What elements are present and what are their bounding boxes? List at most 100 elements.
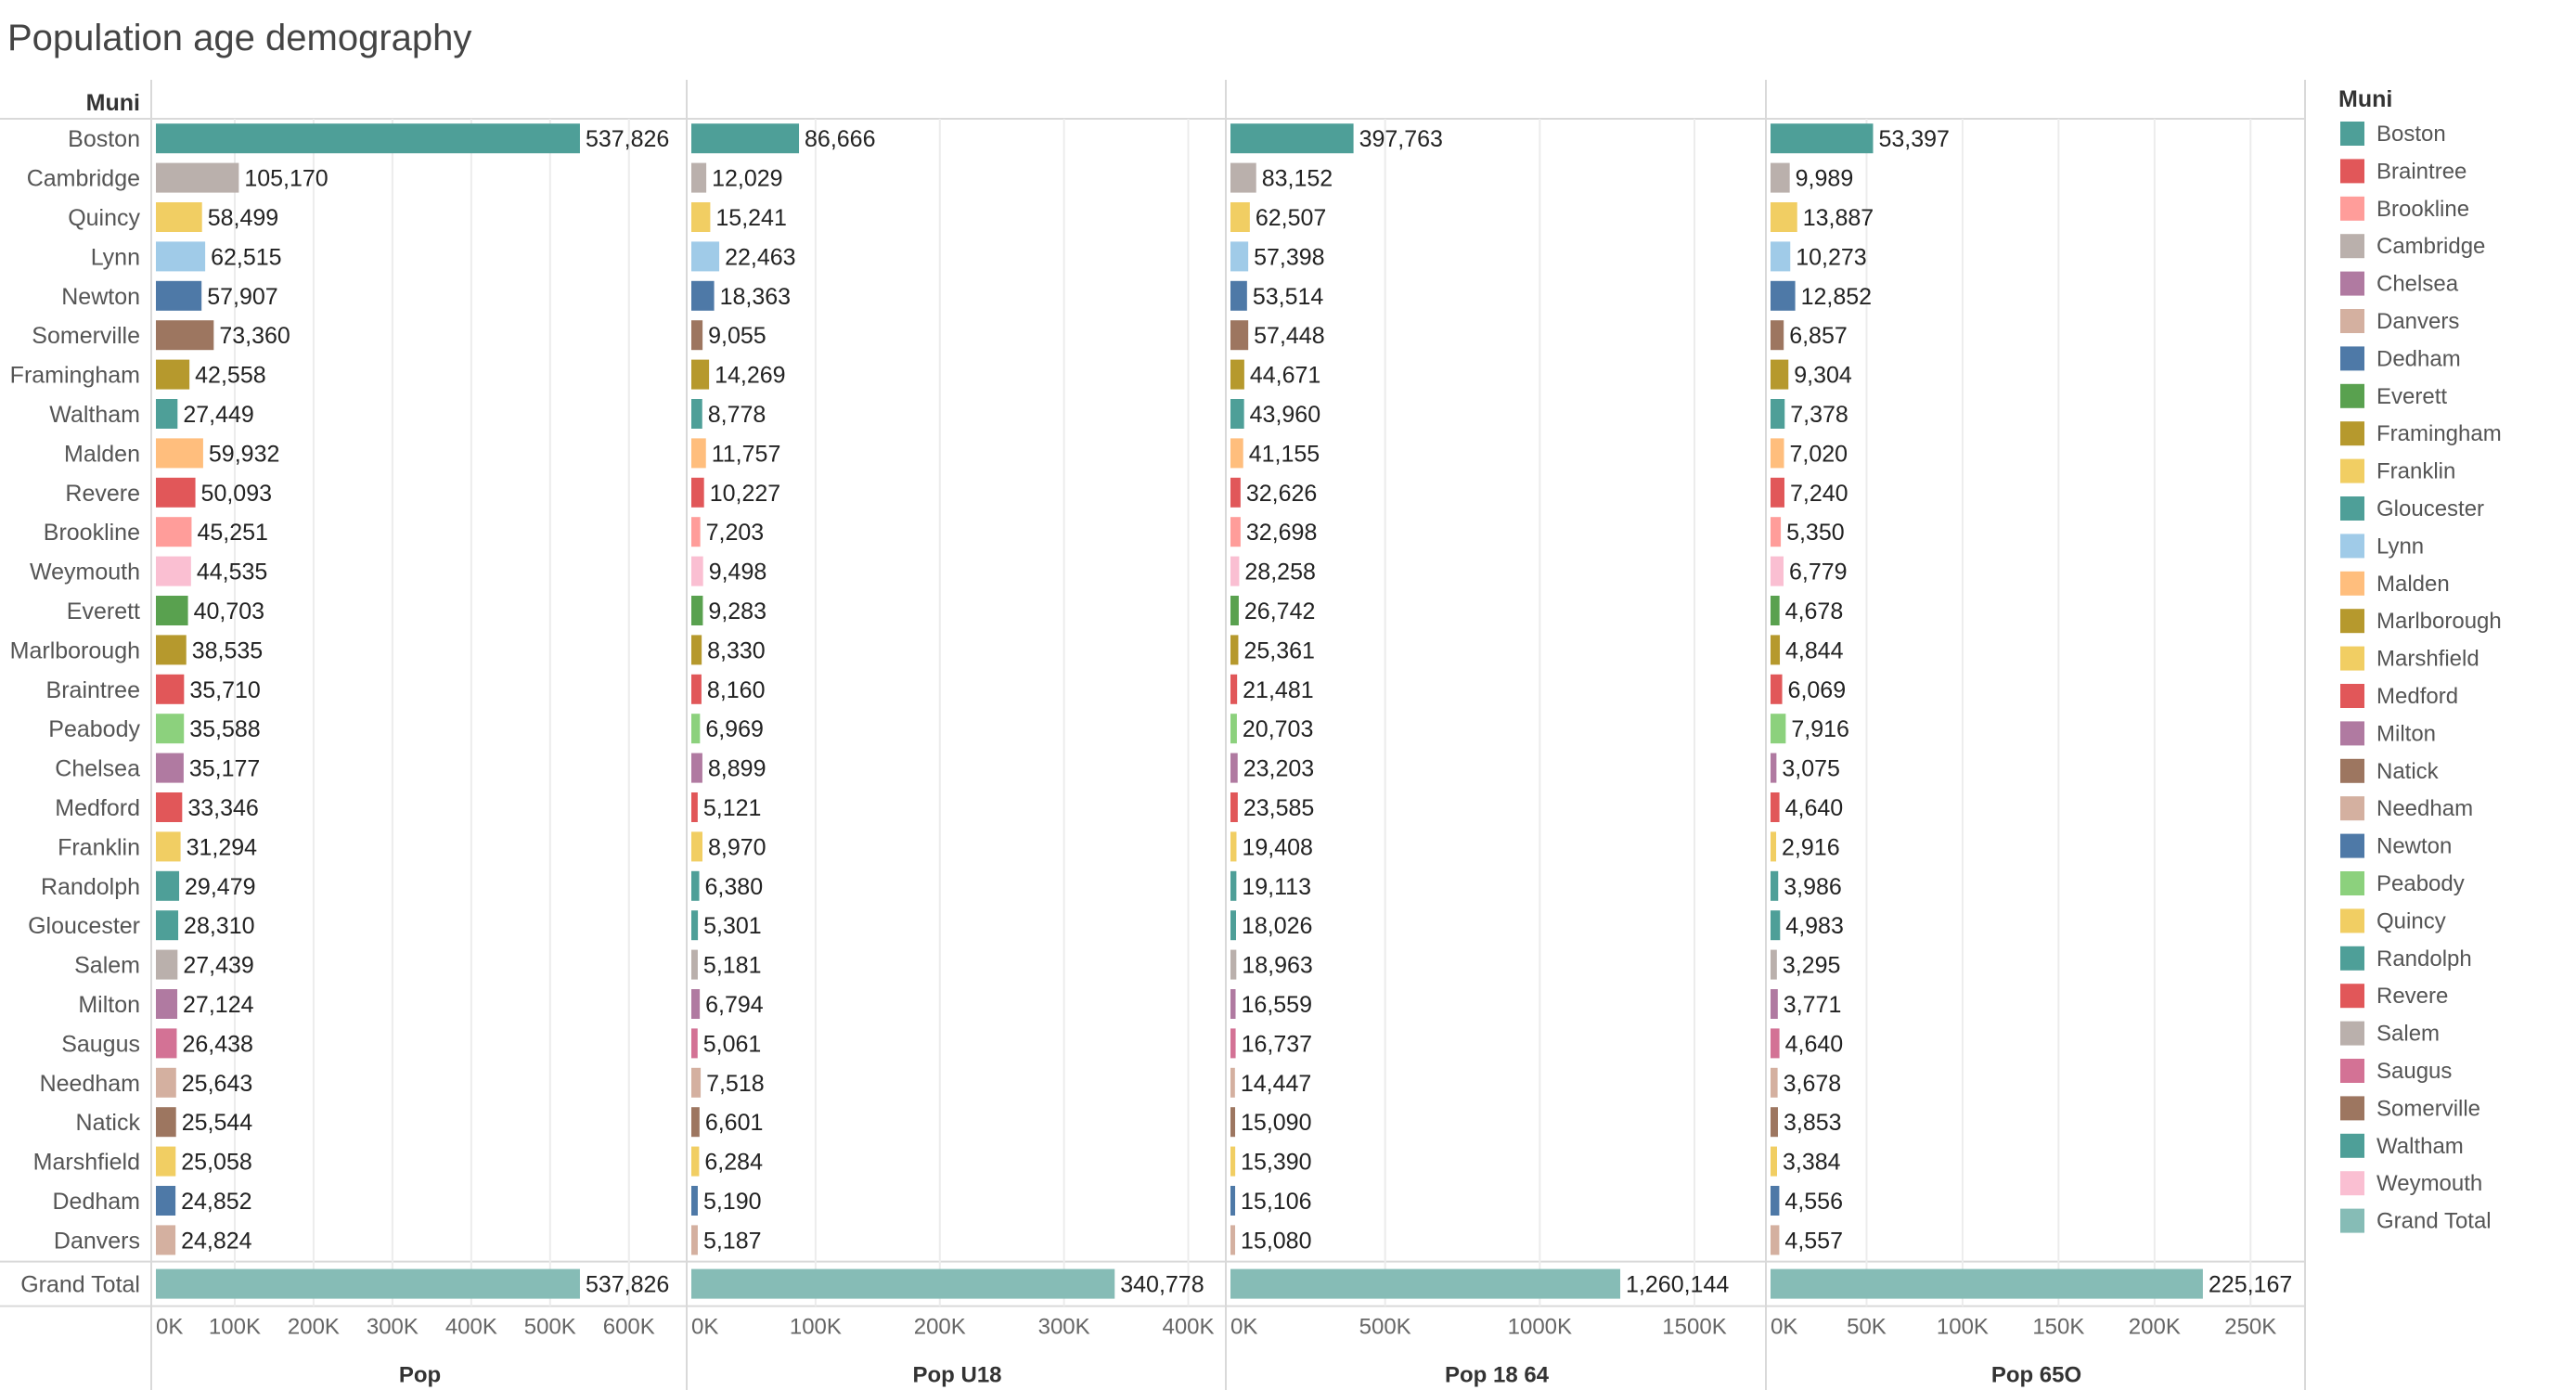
legend-label: Marshfield bbox=[2376, 647, 2479, 672]
row-label: Marlborough bbox=[10, 637, 140, 663]
bar bbox=[1230, 1186, 1236, 1216]
data-label: 27,124 bbox=[183, 992, 254, 1018]
bar bbox=[691, 162, 707, 193]
bar bbox=[156, 792, 183, 822]
data-label: 5,301 bbox=[703, 913, 762, 939]
row-label: Lynn bbox=[91, 244, 140, 270]
data-label: 58,499 bbox=[208, 205, 278, 231]
data-label: 28,310 bbox=[184, 913, 254, 939]
data-label: 16,559 bbox=[1242, 992, 1312, 1018]
data-label: 5,061 bbox=[703, 1031, 762, 1057]
grand-total-data-label: 225,167 bbox=[2209, 1272, 2292, 1298]
legend-label: Weymouth bbox=[2376, 1171, 2482, 1196]
bar bbox=[1230, 635, 1239, 665]
legend-swatch bbox=[2340, 458, 2364, 483]
legend-label: Salem bbox=[2376, 1022, 2440, 1047]
row-label: Peabody bbox=[48, 716, 140, 742]
data-label: 105,170 bbox=[244, 166, 328, 192]
legend-swatch bbox=[2340, 234, 2364, 259]
bar bbox=[1230, 792, 1238, 822]
row-label: Somerville bbox=[32, 323, 140, 349]
data-label: 24,852 bbox=[181, 1189, 251, 1215]
data-label: 16,737 bbox=[1242, 1031, 1312, 1057]
bar bbox=[1230, 1225, 1236, 1255]
legend-label: Braintree bbox=[2376, 159, 2467, 184]
data-label: 45,251 bbox=[197, 520, 267, 546]
bar bbox=[1230, 831, 1237, 862]
x-tick-label: 1500K bbox=[1662, 1315, 1726, 1340]
bar bbox=[1771, 438, 1784, 469]
legend-label: Peabody bbox=[2376, 871, 2465, 896]
bar bbox=[1771, 1186, 1780, 1216]
legend-swatch bbox=[2340, 421, 2364, 446]
data-label: 29,479 bbox=[185, 874, 255, 900]
bar bbox=[1230, 1067, 1235, 1098]
data-label: 7,020 bbox=[1790, 441, 1848, 467]
row-label: Braintree bbox=[46, 677, 140, 703]
bar bbox=[1771, 556, 1784, 586]
row-label: Medford bbox=[55, 795, 140, 821]
data-label: 23,203 bbox=[1243, 756, 1314, 782]
data-label: 86,666 bbox=[805, 126, 875, 152]
row-label: Natick bbox=[76, 1110, 141, 1136]
legend-swatch bbox=[2340, 309, 2364, 333]
data-label: 3,853 bbox=[1784, 1110, 1842, 1136]
x-tick-label: 100K bbox=[209, 1315, 261, 1340]
bar bbox=[691, 714, 701, 744]
bar bbox=[691, 517, 701, 547]
data-label: 10,227 bbox=[710, 481, 780, 507]
bar bbox=[1771, 280, 1796, 311]
legend-label: Malden bbox=[2376, 572, 2450, 597]
bar bbox=[691, 359, 710, 390]
data-label: 27,449 bbox=[183, 402, 253, 428]
data-label: 57,907 bbox=[207, 284, 277, 310]
legend-label: Somerville bbox=[2376, 1096, 2480, 1121]
row-labels: Boston Cambridge Quincy Lynn Newton Somervill… bbox=[10, 126, 141, 1297]
legend-swatch bbox=[2340, 833, 2364, 858]
data-label: 42,558 bbox=[195, 363, 265, 389]
data-label: 38,535 bbox=[192, 637, 263, 663]
bar bbox=[1771, 1107, 1778, 1138]
bar bbox=[1230, 714, 1237, 744]
bar bbox=[691, 1225, 698, 1255]
data-label: 7,203 bbox=[706, 520, 765, 546]
row-label-grand-total: Grand Total bbox=[20, 1272, 140, 1298]
bar bbox=[156, 202, 202, 232]
bar bbox=[156, 753, 184, 783]
data-label: 4,844 bbox=[1785, 637, 1844, 663]
data-label: 44,671 bbox=[1250, 363, 1320, 389]
data-label: 9,498 bbox=[709, 560, 767, 586]
data-label: 18,026 bbox=[1242, 913, 1312, 939]
data-label: 7,518 bbox=[706, 1071, 765, 1097]
data-label: 22,463 bbox=[725, 244, 795, 270]
data-label: 57,398 bbox=[1254, 244, 1324, 270]
data-label: 27,439 bbox=[183, 953, 253, 979]
data-label: 15,241 bbox=[715, 205, 786, 231]
bar bbox=[1230, 241, 1249, 272]
data-label: 32,626 bbox=[1246, 481, 1317, 507]
legend-swatch bbox=[2340, 196, 2364, 221]
bar bbox=[156, 280, 202, 311]
data-label: 25,058 bbox=[181, 1150, 251, 1176]
data-label: 6,969 bbox=[705, 716, 764, 742]
bar bbox=[1771, 1028, 1780, 1059]
row-label: Gloucester bbox=[28, 913, 140, 939]
bar bbox=[156, 556, 191, 586]
legend-label: Chelsea bbox=[2376, 272, 2459, 297]
data-label: 3,384 bbox=[1783, 1150, 1841, 1176]
data-label: 25,544 bbox=[182, 1110, 253, 1136]
data-label: 4,640 bbox=[1785, 795, 1844, 821]
data-label: 15,090 bbox=[1241, 1110, 1311, 1136]
data-label: 7,378 bbox=[1790, 402, 1848, 428]
row-label: Danvers bbox=[54, 1228, 140, 1254]
row-label: Marshfield bbox=[33, 1150, 140, 1176]
x-tick-label: 400K bbox=[1162, 1315, 1214, 1340]
bar bbox=[1771, 674, 1783, 704]
legend-title: Muni bbox=[2338, 86, 2392, 112]
data-label: 20,703 bbox=[1243, 716, 1313, 742]
bar bbox=[691, 674, 702, 704]
data-label: 6,794 bbox=[705, 992, 764, 1018]
chart-title: Population age demography bbox=[7, 18, 471, 58]
row-header: Muni bbox=[86, 90, 140, 116]
